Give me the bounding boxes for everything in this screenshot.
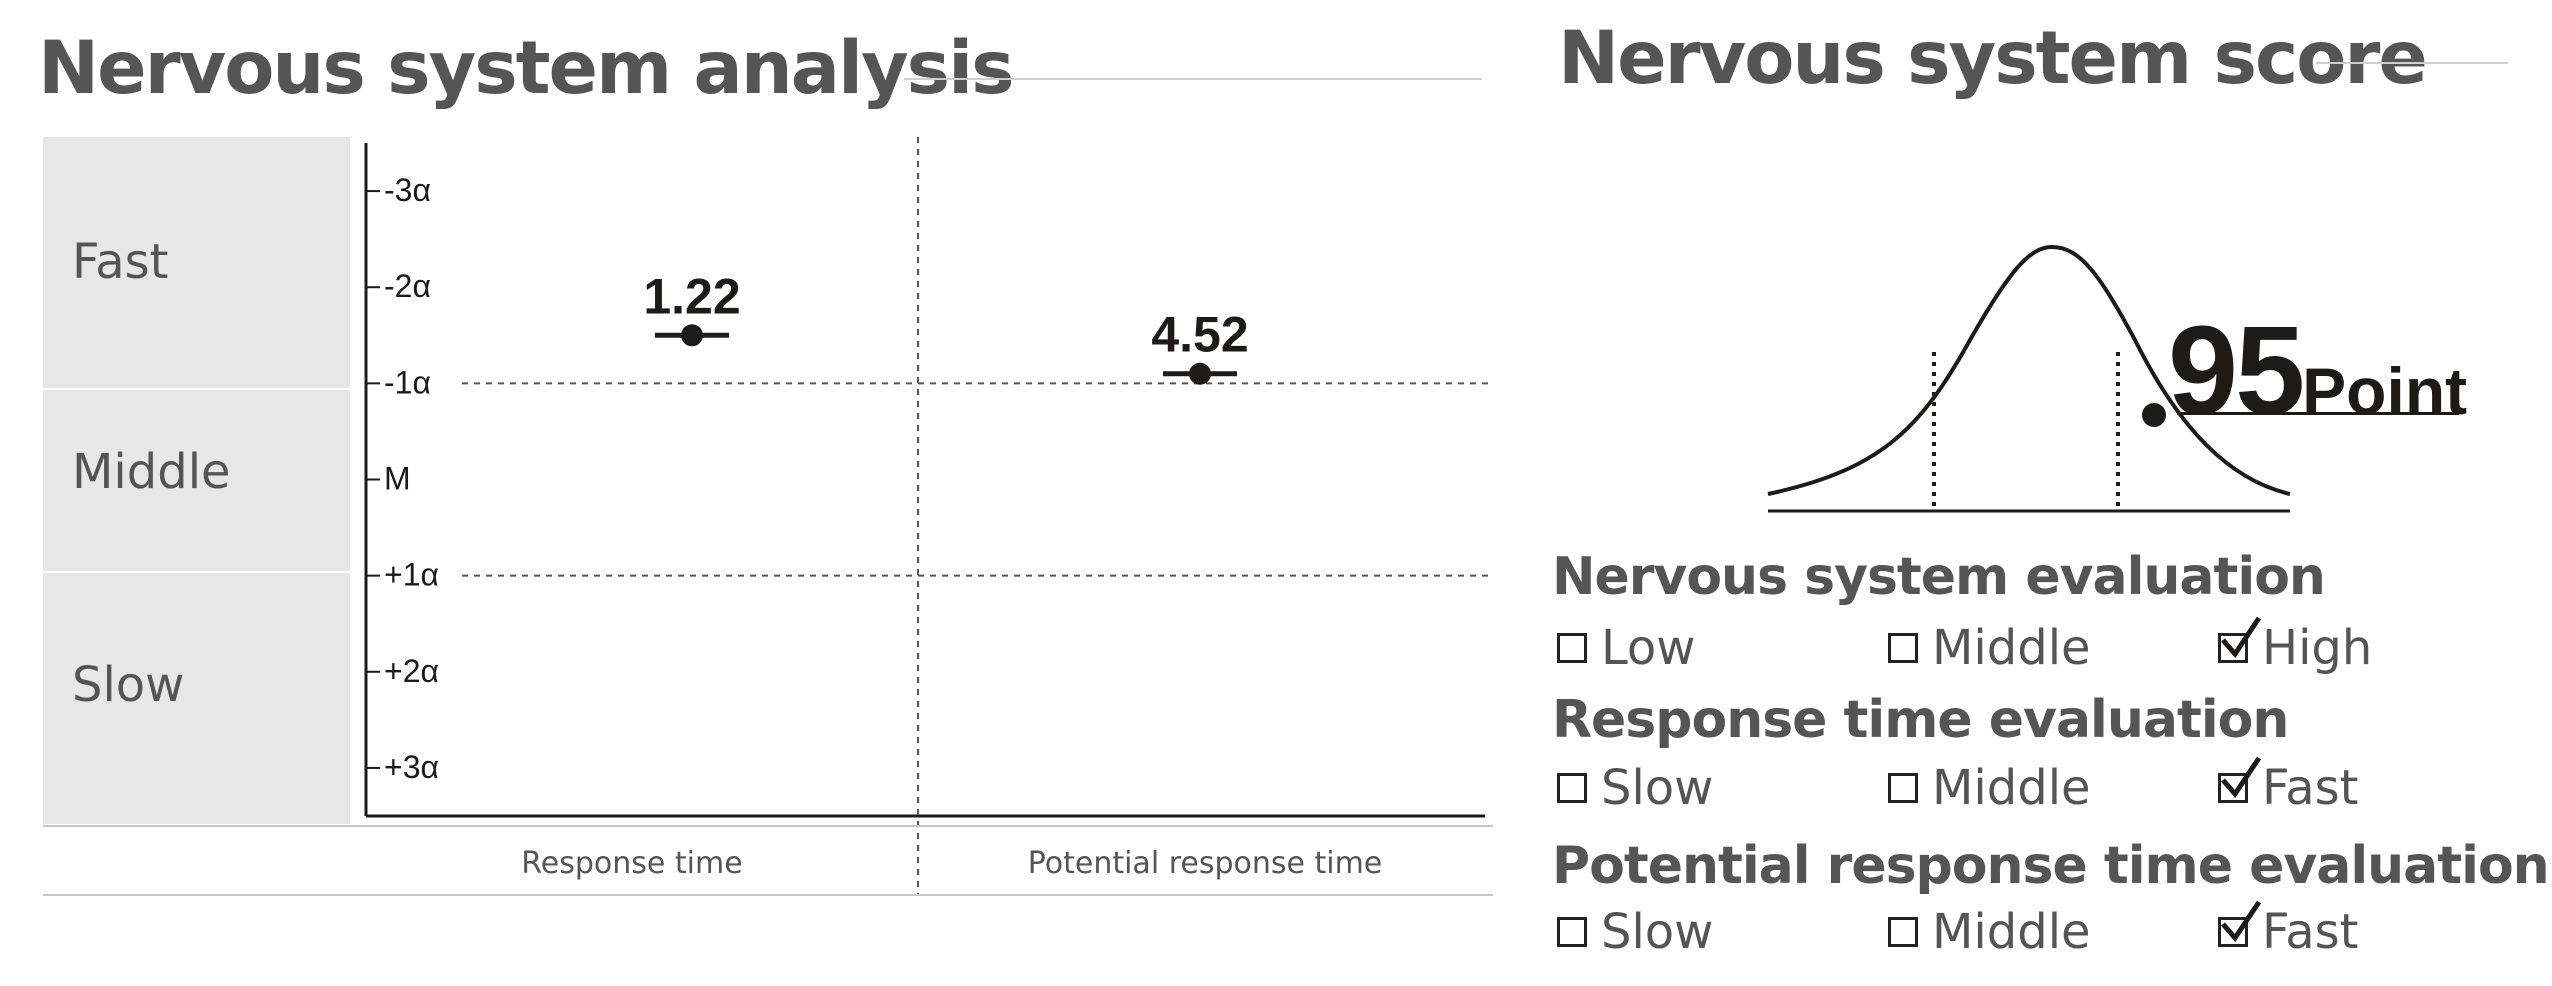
eval-potential-middle[interactable]: Middle — [1888, 902, 2091, 962]
score-underline — [2177, 412, 2459, 415]
data-point — [1189, 362, 1211, 385]
data-point — [681, 324, 703, 347]
eval-nervous-middle[interactable]: Middle — [1888, 618, 2091, 678]
eval-nervous-high[interactable]: High — [2218, 616, 2373, 678]
bell-curve — [1767, 244, 2291, 496]
y-tick-label: -3α — [384, 172, 431, 208]
checkbox-middle[interactable] — [1888, 917, 1918, 947]
checkmark-icon — [2221, 756, 2262, 799]
band-label-middle: Middle — [72, 444, 231, 500]
band-label-fast: Fast — [72, 234, 169, 290]
checkmark-icon — [2221, 616, 2262, 659]
checkmark-icon — [2221, 900, 2262, 943]
checkbox-high[interactable] — [2218, 616, 2262, 663]
option-label: Low — [1601, 620, 1696, 676]
option-label: Slow — [1601, 760, 1714, 816]
point-value-label: 1.22 — [643, 268, 740, 324]
checkbox-fast[interactable] — [2218, 900, 2262, 947]
eval-potential-slow[interactable]: Slow — [1557, 902, 1713, 962]
checkbox-middle[interactable] — [1888, 773, 1918, 803]
y-tick-label: +3α — [384, 749, 439, 785]
score-curve — [1767, 244, 2291, 513]
band-middle — [43, 390, 350, 571]
analysis-chart: -3α -2α -1α M +1α +2α +3α 1.22 4.52 — [364, 137, 1490, 894]
y-tick-label: +1α — [384, 557, 439, 593]
eval-response-middle[interactable]: Middle — [1888, 758, 2091, 818]
checkbox-fast[interactable] — [2218, 756, 2262, 803]
band-label-slow: Slow — [72, 657, 185, 713]
score-value-group: 95Point — [2168, 298, 2467, 443]
option-label: Middle — [1932, 760, 2091, 816]
option-label: Slow — [1601, 904, 1714, 960]
band-fast — [43, 137, 350, 388]
y-tick-label: -1α — [384, 364, 431, 400]
eval-response-slow[interactable]: Slow — [1557, 758, 1713, 818]
checkbox-slow[interactable] — [1557, 773, 1587, 803]
checkbox-middle[interactable] — [1888, 633, 1918, 663]
eval-potential-fast[interactable]: Fast — [2218, 900, 2359, 962]
chart-footer-rule — [43, 894, 1493, 896]
checkbox-low[interactable] — [1557, 633, 1587, 663]
eval-nervous-low[interactable]: Low — [1557, 618, 1696, 678]
y-tick-label: +2α — [384, 653, 439, 689]
option-label: Middle — [1932, 620, 2091, 676]
score-value: 95 — [2168, 300, 2305, 441]
score-unit: Point — [2302, 354, 2468, 428]
score-dot — [2142, 403, 2166, 427]
score-title: Nervous system score — [1558, 16, 2428, 101]
y-tick-label: M — [384, 461, 411, 497]
eval-title-response: Response time evaluation — [1552, 690, 2289, 750]
y-tick-label: -2α — [384, 268, 431, 304]
option-label: High — [2262, 620, 2373, 676]
analysis-title: Nervous system analysis — [38, 26, 1015, 111]
eval-title-nervous: Nervous system evaluation — [1552, 547, 2326, 607]
score-title-rule — [2316, 62, 2508, 64]
point-value-label: 4.52 — [1151, 307, 1248, 363]
x-label-potential-response-time: Potential response time — [1027, 846, 1383, 881]
chart-bottom-rule — [43, 825, 1493, 827]
x-label-response-time: Response time — [521, 846, 743, 881]
option-label: Fast — [2262, 904, 2359, 960]
option-label: Middle — [1932, 904, 2091, 960]
eval-response-fast[interactable]: Fast — [2218, 756, 2359, 818]
eval-title-potential: Potential response time evaluation — [1552, 836, 2550, 896]
checkbox-slow[interactable] — [1557, 917, 1587, 947]
option-label: Fast — [2262, 760, 2359, 816]
analysis-title-rule — [904, 78, 1482, 80]
band-slow — [43, 573, 350, 824]
